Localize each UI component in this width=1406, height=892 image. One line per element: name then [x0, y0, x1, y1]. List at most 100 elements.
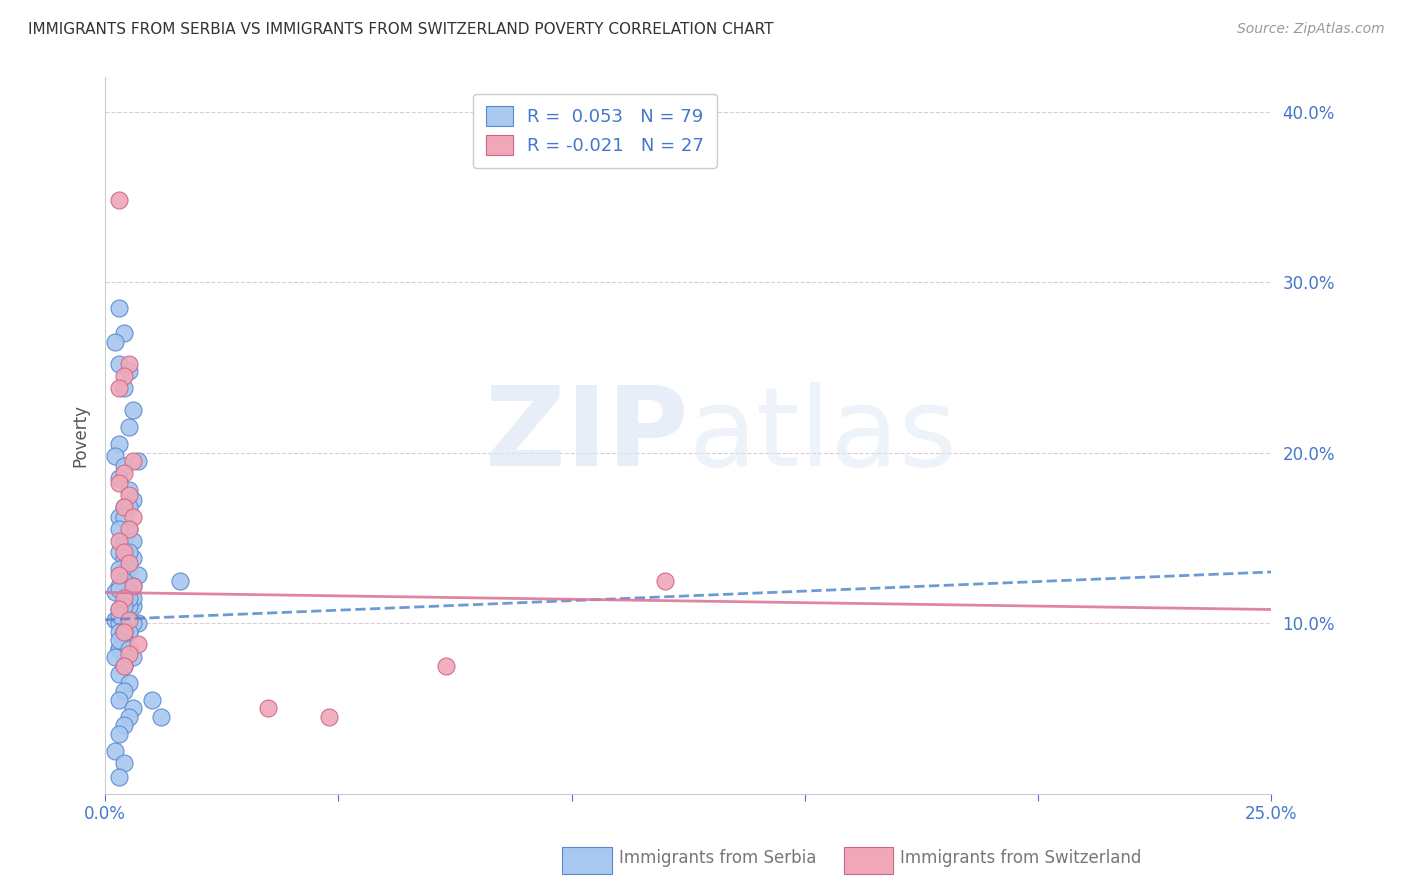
Text: IMMIGRANTS FROM SERBIA VS IMMIGRANTS FROM SWITZERLAND POVERTY CORRELATION CHART: IMMIGRANTS FROM SERBIA VS IMMIGRANTS FRO… [28, 22, 773, 37]
Point [117, 364, 139, 378]
Point [112, 599, 135, 613]
Point [117, 522, 139, 536]
Point [117, 500, 139, 515]
Point [108, 582, 131, 596]
Point [108, 510, 131, 524]
Point [108, 667, 131, 681]
Point [122, 591, 145, 605]
Point [112, 624, 135, 639]
Text: Immigrants from Serbia: Immigrants from Serbia [619, 849, 815, 867]
Point [112, 326, 135, 341]
Point [112, 607, 135, 622]
Point [108, 381, 131, 395]
Point [117, 591, 139, 605]
Point [117, 710, 139, 724]
Point [112, 500, 135, 515]
Point [112, 551, 135, 566]
Point [122, 510, 145, 524]
Point [117, 357, 139, 371]
Point [112, 633, 135, 648]
Point [108, 633, 131, 648]
Point [112, 756, 135, 770]
Point [112, 658, 135, 673]
Point [318, 710, 340, 724]
Point [122, 701, 145, 715]
Point [169, 574, 191, 588]
Point [122, 454, 145, 468]
Point [108, 437, 131, 451]
Point [108, 693, 131, 707]
Point [112, 591, 135, 605]
Point [108, 357, 131, 371]
Point [103, 449, 125, 463]
Point [112, 607, 135, 622]
Point [122, 579, 145, 593]
Point [117, 613, 139, 627]
Point [108, 193, 131, 207]
Point [117, 624, 139, 639]
Point [117, 544, 139, 558]
Point [122, 534, 145, 549]
Text: Immigrants from Switzerland: Immigrants from Switzerland [900, 849, 1142, 867]
Point [117, 641, 139, 656]
Point [654, 574, 676, 588]
Point [117, 599, 139, 613]
Point [103, 613, 125, 627]
Point [112, 534, 135, 549]
Point [103, 650, 125, 665]
Point [122, 650, 145, 665]
Point [112, 466, 135, 480]
Point [108, 301, 131, 315]
Point [108, 544, 131, 558]
Point [112, 718, 135, 732]
Point [112, 381, 135, 395]
Point [117, 561, 139, 575]
Point [108, 770, 131, 784]
Point [108, 641, 131, 656]
Point [122, 493, 145, 508]
Point [112, 459, 135, 474]
Point [112, 684, 135, 698]
Point [122, 403, 145, 417]
Point [117, 676, 139, 690]
Point [108, 616, 131, 631]
Y-axis label: Poverty: Poverty [72, 404, 89, 467]
Point [117, 585, 139, 599]
Point [117, 420, 139, 434]
Point [108, 471, 131, 485]
Point [108, 602, 131, 616]
Point [141, 693, 163, 707]
Point [112, 574, 135, 588]
Point [117, 483, 139, 497]
Point [127, 616, 149, 631]
Text: ZIP: ZIP [485, 382, 688, 489]
Point [127, 454, 149, 468]
Point [108, 476, 131, 491]
Point [117, 522, 139, 536]
Point [122, 616, 145, 631]
Point [112, 500, 135, 515]
Point [103, 585, 125, 599]
Point [112, 658, 135, 673]
Text: Source: ZipAtlas.com: Source: ZipAtlas.com [1237, 22, 1385, 37]
Point [117, 557, 139, 571]
Point [150, 710, 173, 724]
Point [112, 544, 135, 558]
Point [117, 591, 139, 605]
Point [117, 488, 139, 502]
Point [108, 568, 131, 582]
Point [108, 727, 131, 741]
Point [257, 701, 280, 715]
Point [103, 744, 125, 758]
Point [112, 568, 135, 582]
Point [122, 599, 145, 613]
Point [112, 368, 135, 383]
Point [112, 596, 135, 610]
Point [112, 624, 135, 639]
Point [127, 568, 149, 582]
Point [108, 624, 131, 639]
Point [434, 658, 457, 673]
Point [112, 510, 135, 524]
Point [108, 561, 131, 575]
Point [108, 602, 131, 616]
